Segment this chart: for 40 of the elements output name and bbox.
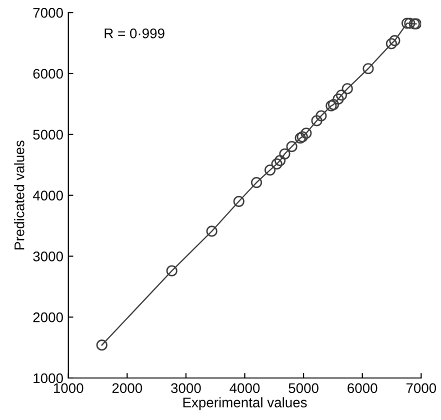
point: [311, 115, 322, 126]
y-axis-title: Predicated values: [14, 140, 24, 250]
point: [342, 83, 353, 94]
point: [271, 158, 282, 170]
point: [332, 94, 344, 105]
point: [300, 128, 312, 139]
point: [233, 196, 244, 207]
point: [362, 63, 374, 74]
point: [286, 141, 298, 152]
y-tick-label: 4000: [32, 190, 63, 200]
point: [336, 90, 348, 101]
point: [264, 164, 276, 176]
point: [401, 18, 413, 29]
x-tick-label: 2000: [112, 383, 142, 394]
point: [279, 148, 290, 160]
point: [166, 265, 178, 276]
x-axis-title: Experimental values: [183, 397, 307, 410]
point: [206, 226, 218, 237]
y-tick-label: 3000: [33, 252, 63, 262]
point: [328, 99, 340, 110]
x-tick-label: 6000: [348, 383, 378, 394]
annotation: R = 0·999: [104, 28, 164, 38]
y-tick-label: 1000: [34, 373, 63, 384]
point: [274, 155, 286, 166]
point: [386, 38, 398, 50]
x-tick-label: 1000: [54, 383, 84, 394]
point: [250, 176, 262, 188]
y-tick-label: 2000: [33, 312, 63, 322]
x-tick-label: 7000: [406, 383, 436, 394]
x-tick-label: 3000: [171, 383, 201, 394]
point: [326, 100, 337, 112]
y-tick-label: 6000: [33, 68, 63, 79]
point: [404, 18, 416, 29]
y-tick-label: 5000: [33, 130, 63, 140]
point: [96, 340, 108, 351]
x-tick-label: 4000: [230, 383, 260, 394]
point: [316, 110, 327, 122]
point: [389, 35, 400, 46]
y-tick-label: 7000: [33, 8, 63, 18]
x-tick-label: 5000: [288, 383, 318, 394]
